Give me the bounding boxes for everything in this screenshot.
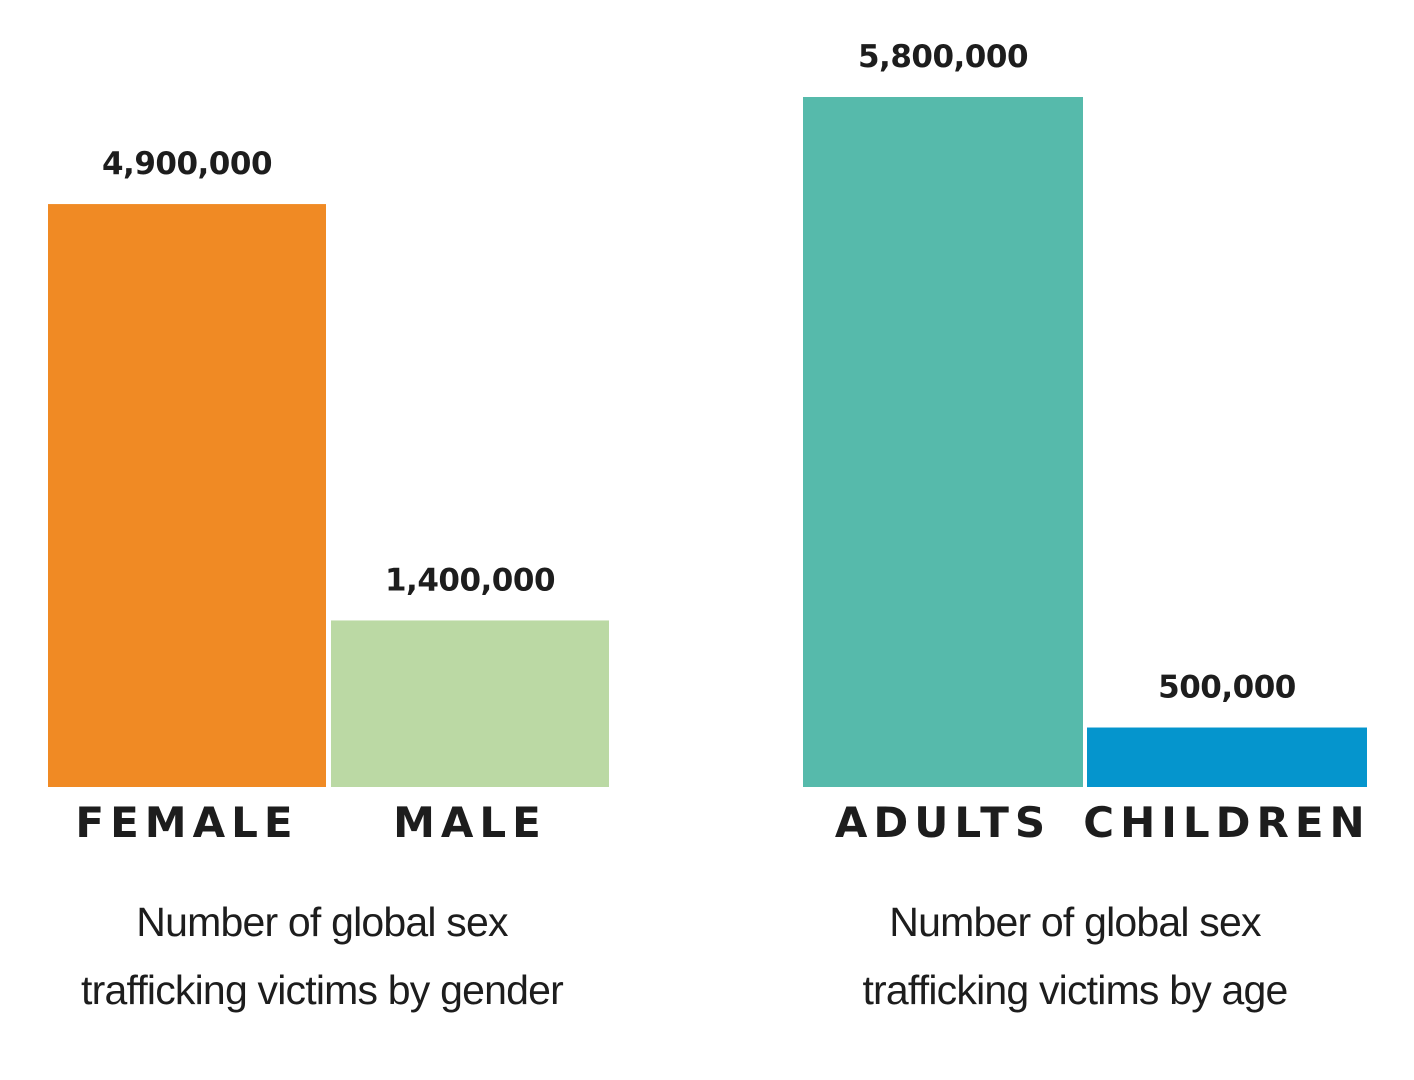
value-label-children: 500,000 [1158, 670, 1296, 706]
gender-chart-svg: 4,900,000 FEMALE 1,400,000 MALE Number of gl… [48, 146, 609, 1013]
value-label-adults: 5,800,000 [858, 39, 1028, 75]
age-chart-svg: 5,800,000 ADULTS 500,000 CHILDREN Number of … [803, 39, 1370, 1013]
gender-chart-title-line-2: trafficking victims by gender [81, 967, 563, 1013]
category-label-adults: ADULTS [835, 798, 1051, 847]
gender-chart: 4,900,000 FEMALE 1,400,000 MALE Number of gl… [0, 0, 660, 1080]
value-label-female: 4,900,000 [102, 146, 272, 182]
value-label-male: 1,400,000 [385, 562, 555, 598]
age-chart-title-line-1: Number of global sex [889, 899, 1262, 945]
bar-adults [803, 97, 1083, 787]
category-label-children: CHILDREN [1083, 798, 1370, 847]
gender-chart-title-line-1: Number of global sex [136, 899, 509, 945]
age-chart: 5,800,000 ADULTS 500,000 CHILDREN Number of … [760, 0, 1414, 1080]
category-label-female: FEMALE [75, 798, 298, 847]
bar-female [48, 204, 326, 787]
category-label-male: MALE [393, 798, 547, 847]
bar-male [331, 620, 609, 787]
age-chart-title-line-2: trafficking victims by age [862, 967, 1287, 1013]
bar-children [1087, 727, 1367, 787]
